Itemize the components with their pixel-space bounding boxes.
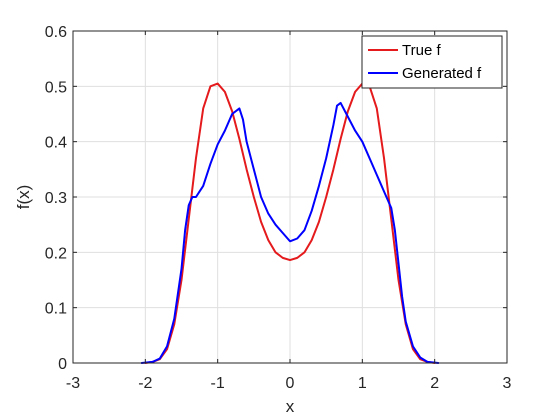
y-tick-label: 0.4 xyxy=(45,135,67,152)
y-tick-label: 0.5 xyxy=(45,79,67,96)
x-tick-label: 1 xyxy=(358,375,367,392)
x-tick-label: -1 xyxy=(211,375,225,392)
legend: True f Generated f xyxy=(361,35,503,89)
series-line-true-f xyxy=(144,82,436,364)
series-layer xyxy=(140,82,440,364)
x-tick-label: 0 xyxy=(286,375,295,392)
y-axis-label: f(x) xyxy=(14,185,33,210)
x-axis-label: x xyxy=(286,397,295,416)
x-tick-label: 2 xyxy=(430,375,439,392)
x-tick-label: 3 xyxy=(503,375,512,392)
legend-label: True f xyxy=(402,42,441,59)
legend-label: Generated f xyxy=(402,65,482,82)
ticks xyxy=(72,30,508,364)
x-tick-label: -2 xyxy=(138,375,152,392)
y-tick-label: 0.3 xyxy=(45,190,67,207)
series-line-generated-f xyxy=(140,101,440,364)
y-tick-label: 0.6 xyxy=(45,24,67,41)
y-tick-label: 0 xyxy=(58,356,67,373)
y-tick-label: 0.2 xyxy=(45,245,67,262)
y-tick-label: 0.1 xyxy=(45,301,67,318)
legend-box xyxy=(361,35,503,89)
tick-labels: -3 -2 -1 0 1 2 3 0 0.1 0.2 0.3 0.4 0.5 0.6 xyxy=(45,24,512,392)
x-tick-label: -3 xyxy=(66,375,80,392)
